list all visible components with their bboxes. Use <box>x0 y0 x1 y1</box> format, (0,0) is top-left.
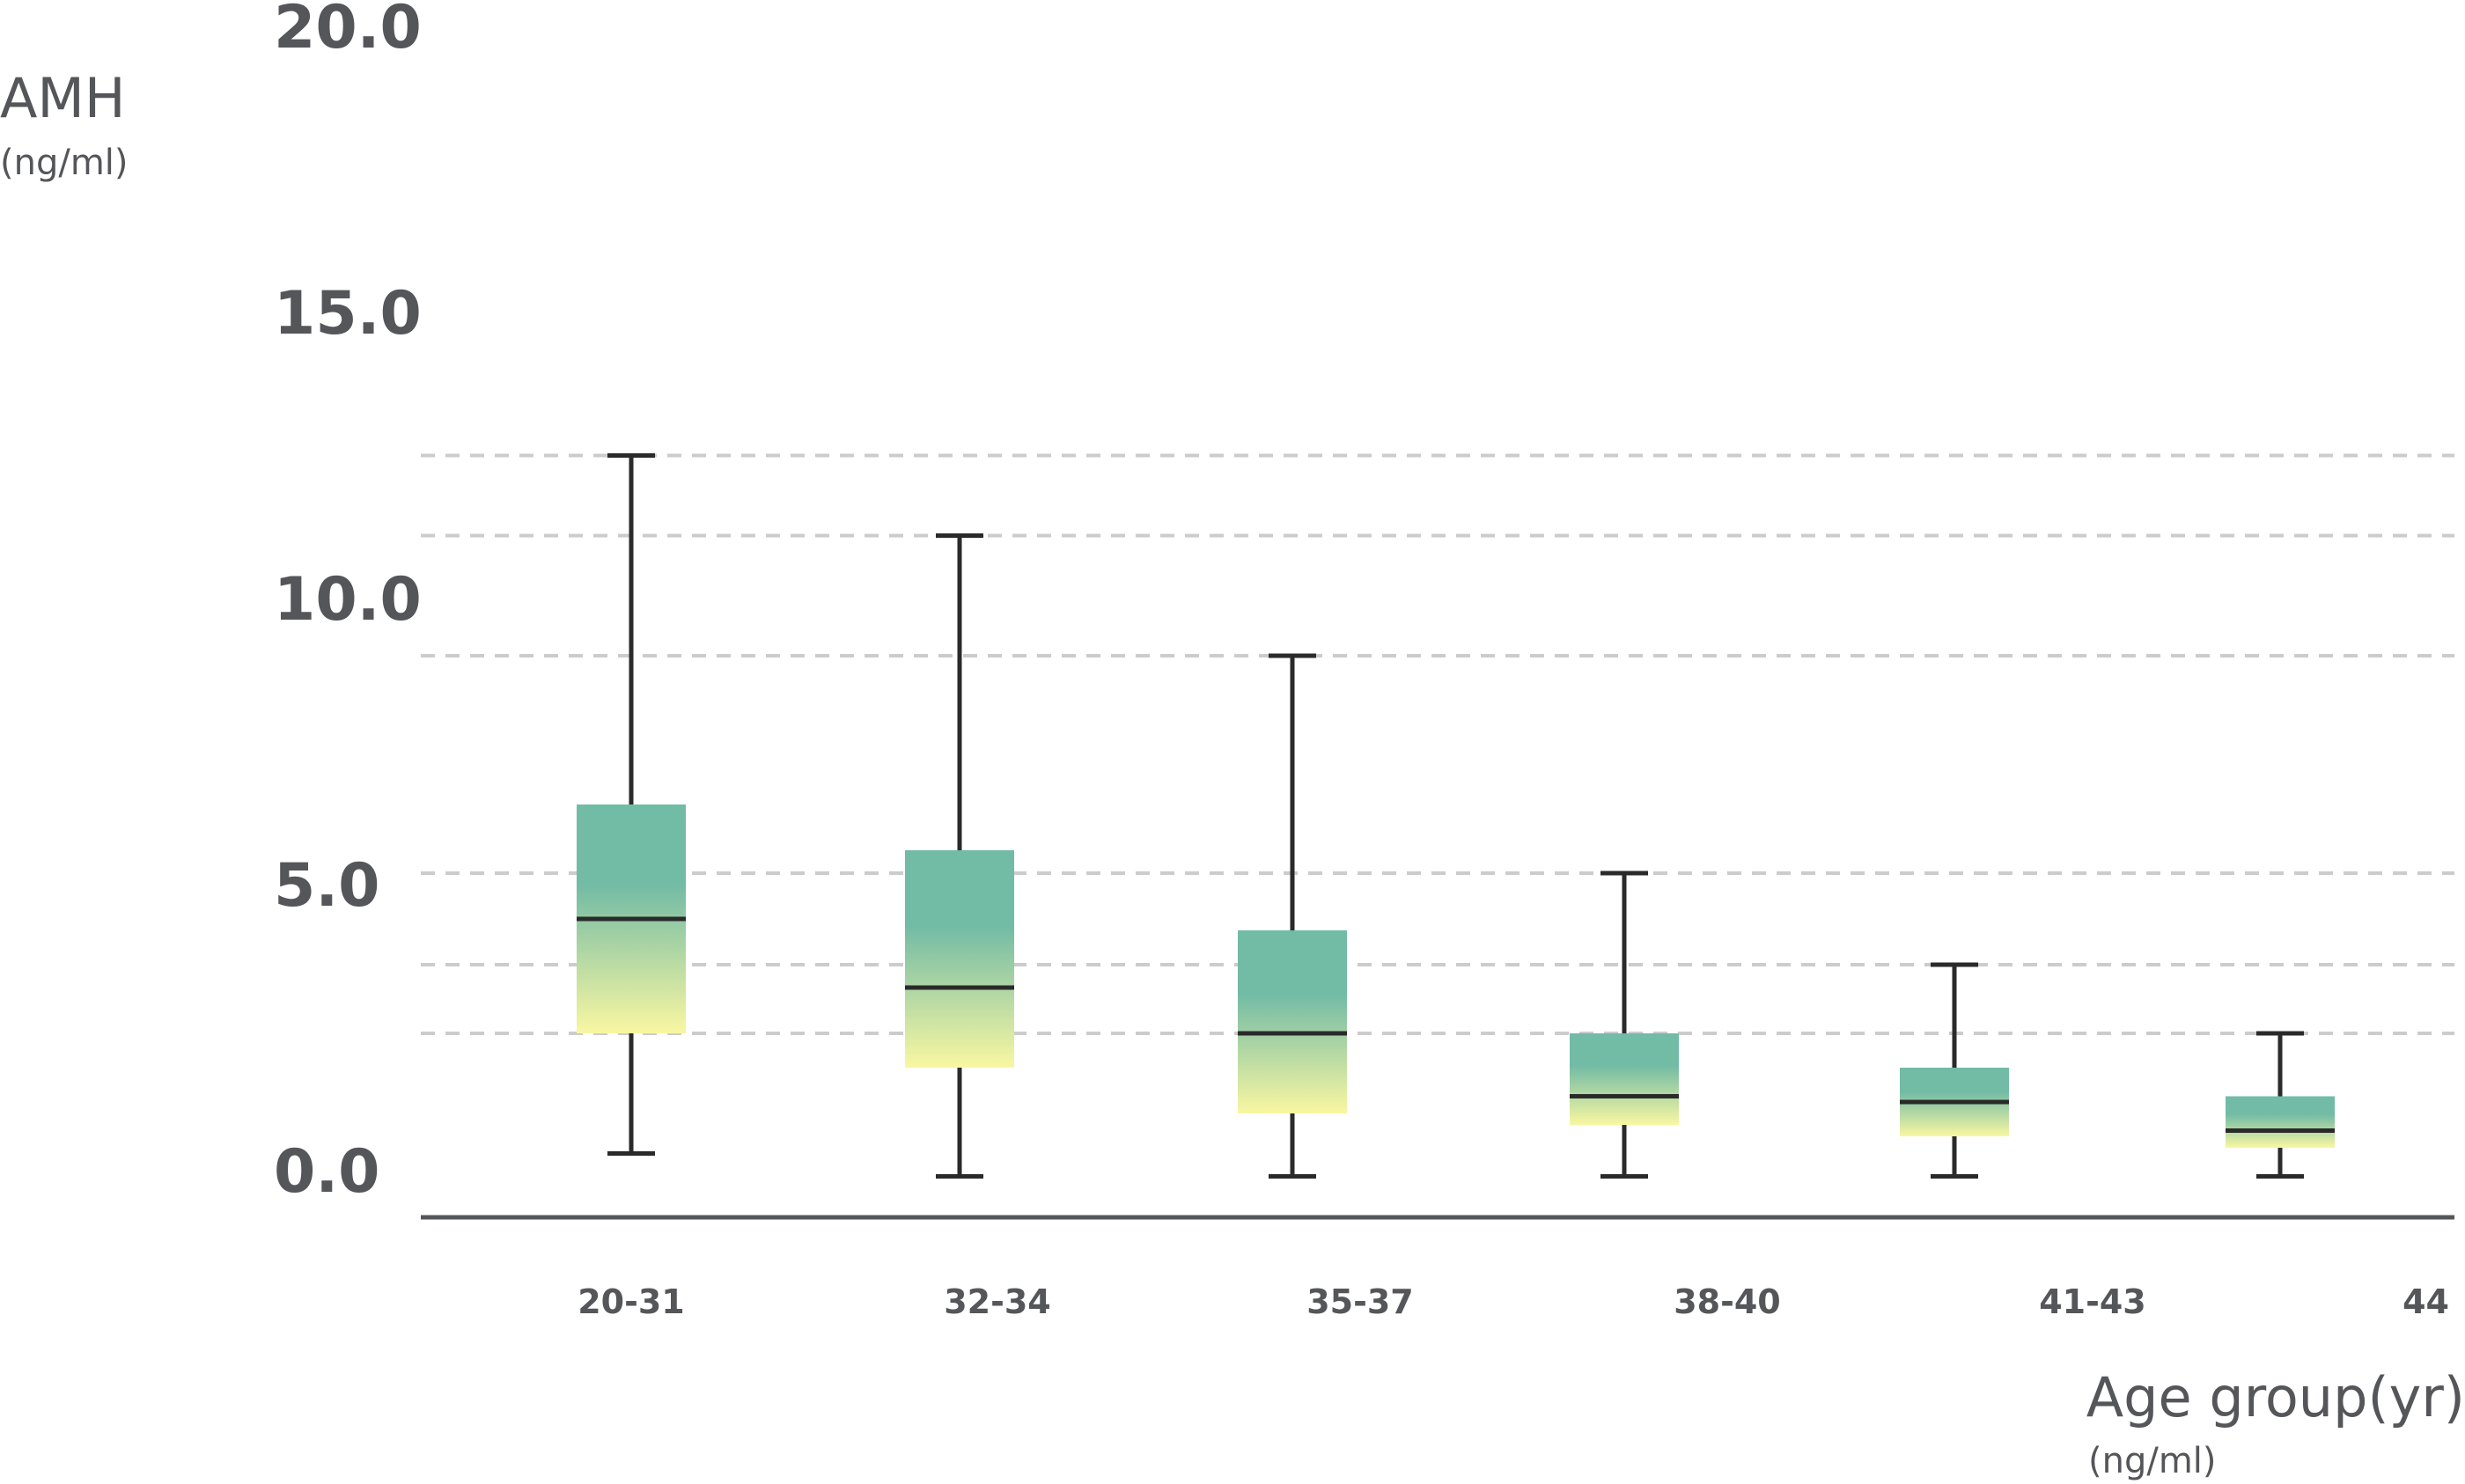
x-tick-label: 38-40 <box>1674 1282 1781 1321</box>
x-tick-label: 20-31 <box>578 1282 685 1321</box>
x-tick-label: 41-43 <box>2039 1282 2146 1321</box>
y-tick-label: 5.0 <box>274 851 379 921</box>
y-axis-ticks: 0.0 5.0 10.0 15.0 20.0 <box>274 0 422 1207</box>
x-tick-label: 35-37 <box>1306 1282 1414 1321</box>
y-tick-label: 15.0 <box>274 279 422 349</box>
x-tick-label: 32-34 <box>944 1282 1051 1321</box>
y-tick-label: 10.0 <box>274 565 422 635</box>
y-axis-unit: (ng/ml) <box>0 143 129 183</box>
box-32-34 <box>905 533 1014 1179</box>
box-body <box>2226 1096 2335 1148</box>
x-axis-title: Age group(yr) <box>2086 1365 2465 1429</box>
box-35-37 <box>1238 653 1347 1179</box>
x-tick-label: 44 <box>2402 1282 2449 1321</box>
box-41-43 <box>1900 962 2009 1179</box>
gridlines <box>421 453 2454 1035</box>
y-axis-title: AMH <box>0 66 126 130</box>
x-axis-ticks: 20-31 32-34 35-37 38-40 41-43 44 <box>578 1282 2449 1321</box>
box-38-40 <box>1570 871 1679 1179</box>
y-tick-label: 20.0 <box>274 0 422 62</box>
boxes <box>577 453 2335 1179</box>
box-body <box>1570 1033 1679 1125</box>
box-body <box>905 850 1014 1068</box>
x-axis-unit: (ng/ml) <box>2088 1441 2217 1481</box>
box-20-31 <box>577 453 686 1156</box>
box-body <box>1238 930 1347 1113</box>
y-tick-label: 0.0 <box>274 1137 379 1207</box>
box-44 <box>2226 1031 2335 1179</box>
